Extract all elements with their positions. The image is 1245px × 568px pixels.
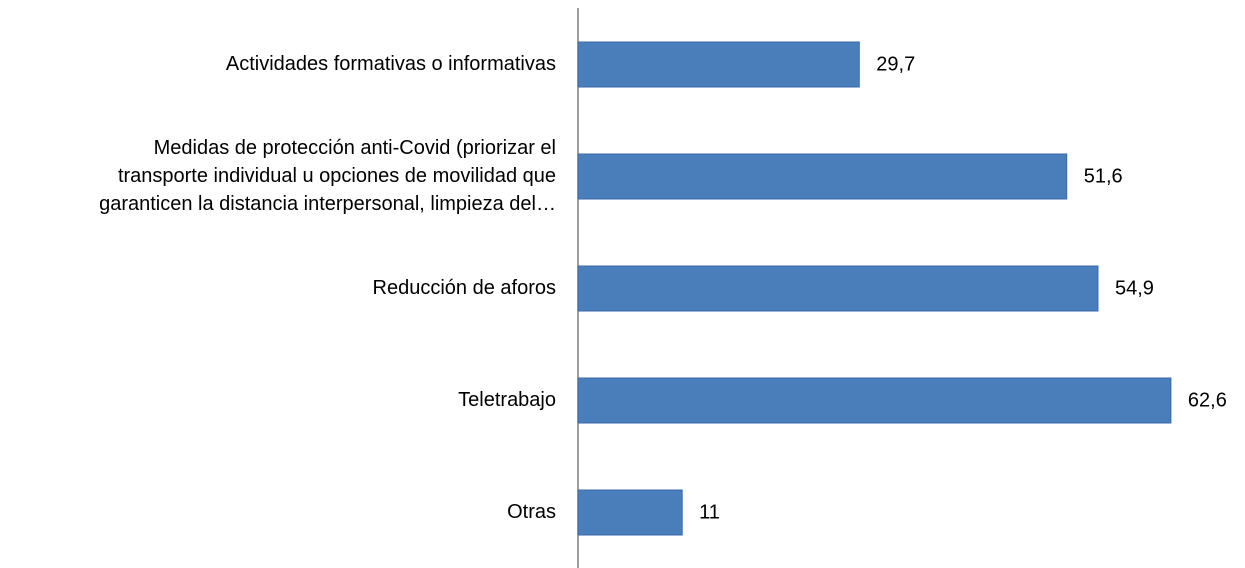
bar [577,153,1068,200]
bar [577,377,1172,424]
bar [577,41,860,88]
value-label: 29,7 [876,53,915,75]
value-label: 51,6 [1084,165,1123,187]
value-label: 11 [699,501,720,523]
category-label: Actividades formativas o informativas [225,53,556,75]
category-label: Reducción de aforos [372,277,556,299]
bar [577,489,683,536]
value-label: 54,9 [1115,277,1154,299]
bar [577,265,1099,312]
value-label: 62,6 [1188,389,1227,411]
category-label: Otras [507,501,556,523]
category-label: Medidas de protección anti-Covid (priori… [99,137,556,215]
category-label: Teletrabajo [458,389,556,411]
